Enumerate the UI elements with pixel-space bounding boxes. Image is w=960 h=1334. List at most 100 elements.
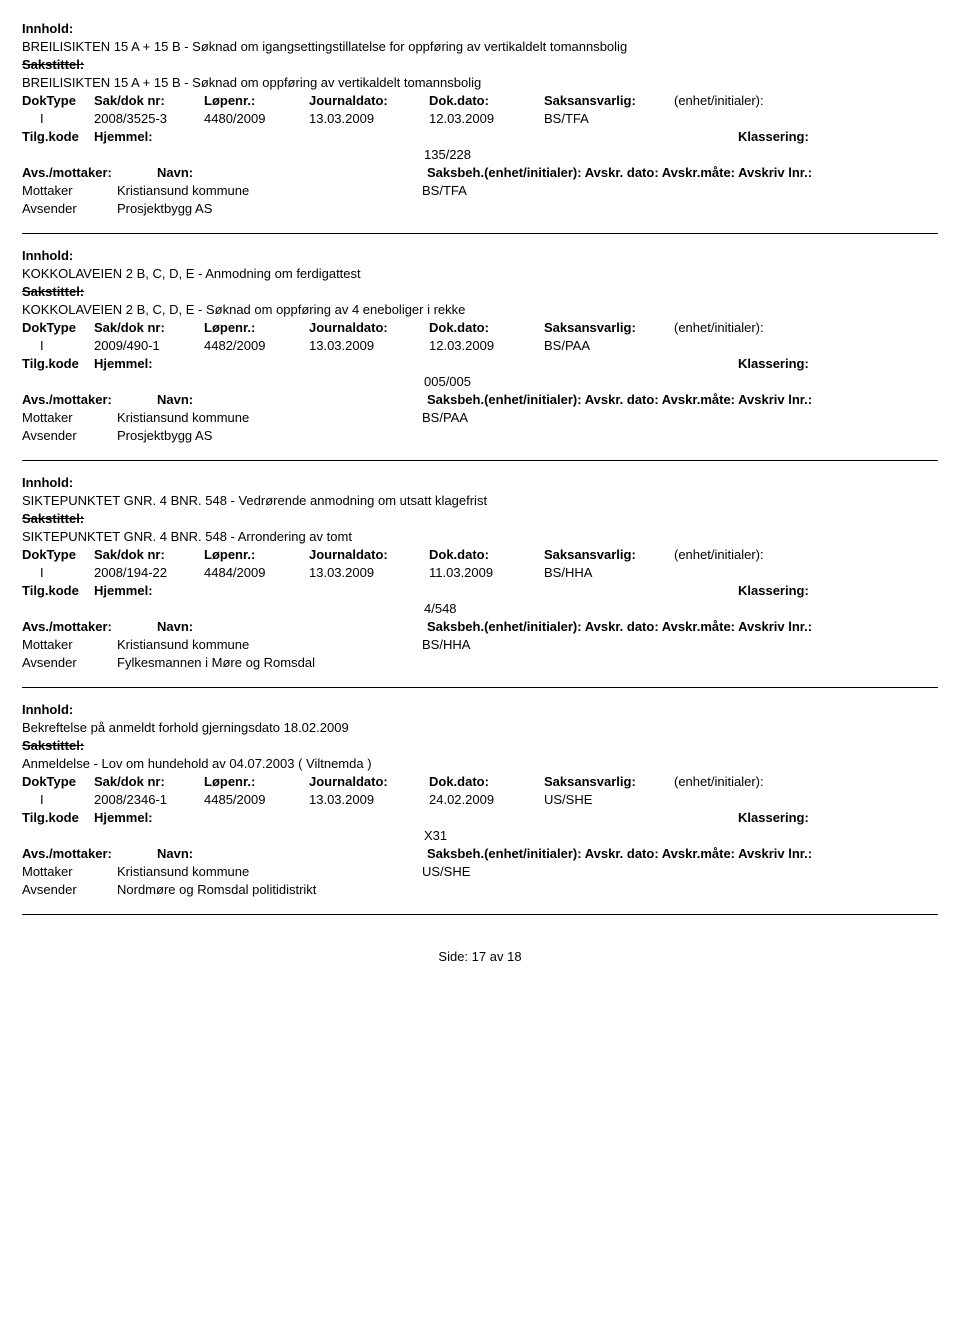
journal-record: Innhold: KOKKOLAVEIEN 2 B, C, D, E - Anm… (22, 248, 938, 461)
saksansv-label: Saksansvarlig: (544, 320, 674, 335)
hjemmel-label: Hjemmel: (94, 129, 204, 144)
avsender-row: Avsender Fylkesmannen i Møre og Romsdal (22, 655, 938, 670)
lopenr-value: 4482/2009 (204, 338, 309, 353)
dokdato-value: 11.03.2009 (429, 565, 544, 580)
saknr-label: Sak/dok nr: (94, 774, 204, 789)
dokdato-value: 12.03.2009 (429, 111, 544, 126)
sakstittel-label: Sakstittel: (22, 738, 938, 753)
tilg-klass-row: Tilg.kode Hjemmel: Klassering: (22, 810, 938, 825)
dokdato-label: Dok.dato: (429, 93, 544, 108)
avsender-label: Avsender (22, 428, 117, 443)
sakstittel-text: KOKKOLAVEIEN 2 B, C, D, E - Søknad om op… (22, 302, 938, 317)
mottaker-saksbeh: US/SHE (422, 864, 480, 879)
sakstittel-text: Anmeldelse - Lov om hundehold av 04.07.2… (22, 756, 938, 771)
klassering-label: Klassering: (738, 583, 938, 598)
header-row: DokType Sak/dok nr: Løpenr.: Journaldato… (22, 547, 938, 562)
tilg-klass-row: Tilg.kode Hjemmel: Klassering: (22, 129, 938, 144)
values-row: I 2009/490-1 4482/2009 13.03.2009 12.03.… (22, 338, 938, 353)
jdato-value: 13.03.2009 (309, 338, 429, 353)
lopenr-value: 4485/2009 (204, 792, 309, 807)
navn-label: Navn: (157, 619, 217, 634)
mottaker-saksbeh: BS/PAA (422, 410, 478, 425)
avsender-navn: Prosjektbygg AS (117, 201, 387, 216)
party-header-row: Avs./mottaker: Navn: Saksbeh.(enhet/init… (22, 165, 938, 180)
dokdato-label: Dok.dato: (429, 774, 544, 789)
saksansv-label: Saksansvarlig: (544, 547, 674, 562)
klassering-label: Klassering: (738, 810, 938, 825)
dokdato-value: 24.02.2009 (429, 792, 544, 807)
saknr-label: Sak/dok nr: (94, 547, 204, 562)
lopenr-value: 4480/2009 (204, 111, 309, 126)
navn-label: Navn: (157, 165, 217, 180)
party-header-row: Avs./mottaker: Navn: Saksbeh.(enhet/init… (22, 846, 938, 861)
mottaker-row: Mottaker Kristiansund kommune US/SHE (22, 864, 938, 879)
page-total: 18 (507, 949, 521, 964)
avsender-navn: Prosjektbygg AS (117, 428, 387, 443)
journal-record: Innhold: Bekreftelse på anmeldt forhold … (22, 702, 938, 915)
jdato-value: 13.03.2009 (309, 565, 429, 580)
journaldato-label: Journaldato: (309, 93, 429, 108)
klassering-value: 005/005 (424, 374, 938, 389)
side-label: Side: (438, 949, 468, 964)
mottaker-navn: Kristiansund kommune (117, 864, 422, 879)
avsender-navn: Nordmøre og Romsdal politidistrikt (117, 882, 387, 897)
saksansv-value: US/SHE (544, 792, 674, 807)
tilgkode-label: Tilg.kode (22, 356, 94, 371)
saknr-label: Sak/dok nr: (94, 320, 204, 335)
records-container: Innhold: BREILISIKTEN 15 A + 15 B - Søkn… (22, 21, 938, 915)
jdato-value: 13.03.2009 (309, 111, 429, 126)
saksansv-value: BS/PAA (544, 338, 674, 353)
lopenr-value: 4484/2009 (204, 565, 309, 580)
doktype-label: DokType (22, 93, 94, 108)
hjemmel-label: Hjemmel: (94, 810, 204, 825)
avsender-label: Avsender (22, 201, 117, 216)
enhet-label: (enhet/initialer): (674, 547, 854, 562)
mottaker-row: Mottaker Kristiansund kommune BS/PAA (22, 410, 938, 425)
page-current: 17 (472, 949, 486, 964)
saknr-label: Sak/dok nr: (94, 93, 204, 108)
mottaker-navn: Kristiansund kommune (117, 410, 422, 425)
lopenr-label: Løpenr.: (204, 774, 309, 789)
saksbeh-header: Saksbeh.(enhet/initialer): Avskr. dato: … (427, 165, 822, 180)
klassering-label: Klassering: (738, 129, 938, 144)
sakstittel-text: SIKTEPUNKTET GNR. 4 BNR. 548 - Arronderi… (22, 529, 938, 544)
navn-label: Navn: (157, 392, 217, 407)
sakstittel-label: Sakstittel: (22, 284, 938, 299)
sakstittel-label: Sakstittel: (22, 57, 938, 72)
doktype-value: I (22, 792, 94, 807)
avs-mottaker-label: Avs./mottaker: (22, 392, 157, 407)
values-row: I 2008/2346-1 4485/2009 13.03.2009 24.02… (22, 792, 938, 807)
avsender-row: Avsender Prosjektbygg AS (22, 428, 938, 443)
saksbeh-header: Saksbeh.(enhet/initialer): Avskr. dato: … (427, 846, 822, 861)
avs-mottaker-label: Avs./mottaker: (22, 165, 157, 180)
lopenr-label: Løpenr.: (204, 93, 309, 108)
enhet-label: (enhet/initialer): (674, 93, 854, 108)
avsender-label: Avsender (22, 655, 117, 670)
saknr-value: 2008/3525-3 (94, 111, 204, 126)
saknr-value: 2008/194-22 (94, 565, 204, 580)
navn-label: Navn: (157, 846, 217, 861)
av-label: av (490, 949, 504, 964)
enhet-label: (enhet/initialer): (674, 774, 854, 789)
innhold-label: Innhold: (22, 248, 938, 263)
tilg-klass-row: Tilg.kode Hjemmel: Klassering: (22, 583, 938, 598)
header-row: DokType Sak/dok nr: Løpenr.: Journaldato… (22, 320, 938, 335)
journal-record: Innhold: BREILISIKTEN 15 A + 15 B - Søkn… (22, 21, 938, 234)
saksansv-label: Saksansvarlig: (544, 93, 674, 108)
dokdato-label: Dok.dato: (429, 547, 544, 562)
doktype-label: DokType (22, 774, 94, 789)
dokdato-label: Dok.dato: (429, 320, 544, 335)
party-header-row: Avs./mottaker: Navn: Saksbeh.(enhet/init… (22, 392, 938, 407)
avs-mottaker-label: Avs./mottaker: (22, 846, 157, 861)
enhet-label: (enhet/initialer): (674, 320, 854, 335)
doktype-value: I (22, 338, 94, 353)
klassering-label: Klassering: (738, 356, 938, 371)
avsender-label: Avsender (22, 882, 117, 897)
innhold-label: Innhold: (22, 475, 938, 490)
innhold-label: Innhold: (22, 702, 938, 717)
saksbeh-header: Saksbeh.(enhet/initialer): Avskr. dato: … (427, 392, 822, 407)
header-row: DokType Sak/dok nr: Løpenr.: Journaldato… (22, 774, 938, 789)
hjemmel-label: Hjemmel: (94, 583, 204, 598)
saknr-value: 2009/490-1 (94, 338, 204, 353)
innhold-text: SIKTEPUNKTET GNR. 4 BNR. 548 - Vedrørend… (22, 493, 938, 508)
